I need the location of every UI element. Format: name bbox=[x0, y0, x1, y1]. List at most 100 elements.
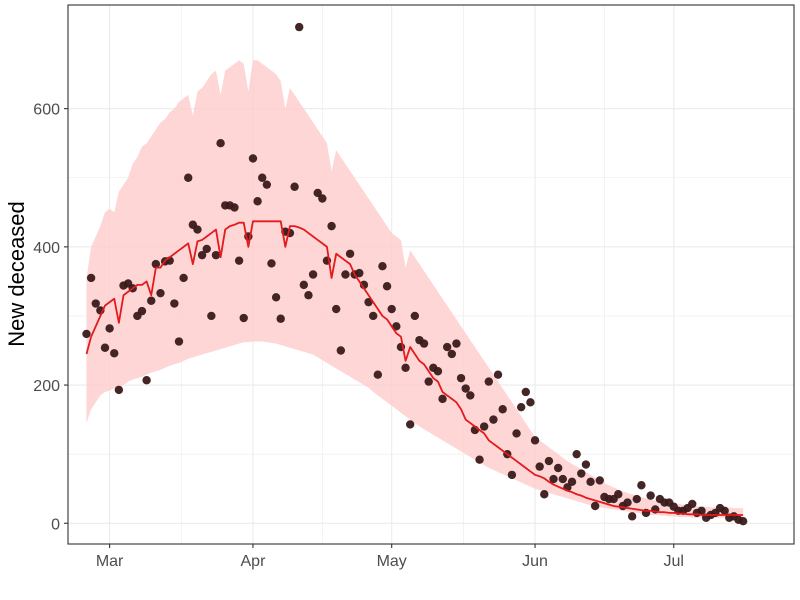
data-point bbox=[720, 506, 729, 516]
x-tick-label: Mar bbox=[96, 553, 124, 570]
data-point bbox=[91, 299, 100, 308]
data-point bbox=[544, 456, 554, 466]
data-point bbox=[572, 449, 581, 459]
data-point bbox=[114, 385, 124, 395]
data-point bbox=[447, 349, 457, 359]
data-point bbox=[479, 422, 489, 431]
data-point bbox=[253, 197, 262, 206]
data-point bbox=[142, 376, 151, 385]
x-tick-label: Jul bbox=[664, 553, 684, 570]
y-tick-label: 200 bbox=[33, 378, 60, 395]
data-point bbox=[239, 313, 248, 323]
data-point bbox=[405, 420, 415, 429]
data-point bbox=[512, 429, 521, 438]
data-points bbox=[82, 22, 748, 526]
data-point bbox=[184, 173, 193, 182]
data-point bbox=[373, 370, 383, 379]
fit-line-path bbox=[85, 220, 744, 516]
x-tick-label: May bbox=[377, 553, 407, 570]
data-point bbox=[82, 329, 91, 339]
data-point bbox=[507, 470, 517, 480]
data-point bbox=[424, 377, 433, 386]
data-point bbox=[516, 402, 526, 412]
data-point bbox=[197, 250, 207, 260]
axes: 0 200 400 600 Mar Apr May Jun Jul bbox=[33, 102, 684, 570]
data-point bbox=[637, 481, 646, 490]
data-point bbox=[359, 280, 369, 290]
data-point bbox=[170, 299, 179, 308]
data-point bbox=[382, 282, 392, 291]
data-point bbox=[137, 306, 147, 316]
data-point bbox=[553, 463, 563, 473]
data-point bbox=[332, 304, 341, 314]
confidence-band bbox=[86, 60, 744, 518]
y-axis-title: New deceased bbox=[4, 201, 29, 347]
data-point bbox=[586, 477, 595, 487]
data-point bbox=[355, 268, 364, 278]
data-point bbox=[549, 474, 558, 484]
data-point bbox=[452, 339, 461, 348]
data-point bbox=[442, 342, 452, 352]
data-point bbox=[466, 391, 475, 400]
data-point bbox=[276, 314, 285, 323]
data-point bbox=[258, 173, 267, 182]
data-point bbox=[489, 415, 498, 424]
data-point bbox=[304, 291, 313, 300]
data-point bbox=[535, 462, 544, 471]
data-point bbox=[234, 256, 244, 265]
data-point bbox=[461, 384, 470, 393]
data-point bbox=[105, 324, 114, 333]
data-point bbox=[230, 203, 239, 212]
data-point bbox=[614, 490, 623, 499]
data-point bbox=[401, 363, 410, 372]
data-point bbox=[202, 244, 211, 254]
data-point bbox=[632, 494, 641, 504]
data-point bbox=[484, 377, 493, 386]
data-point bbox=[318, 194, 327, 203]
data-point bbox=[151, 259, 161, 269]
data-point bbox=[110, 349, 119, 358]
data-point bbox=[207, 311, 216, 321]
data-point bbox=[526, 398, 535, 407]
data-point bbox=[271, 293, 281, 302]
confidence-band-area bbox=[86, 60, 744, 518]
data-point bbox=[147, 296, 156, 305]
y-tick-label: 400 bbox=[33, 240, 60, 257]
y-tick-label: 600 bbox=[33, 102, 60, 119]
data-point bbox=[567, 477, 577, 487]
data-point bbox=[179, 273, 188, 283]
data-point bbox=[336, 346, 346, 355]
data-point bbox=[100, 343, 110, 352]
data-point bbox=[86, 273, 96, 283]
data-point bbox=[521, 387, 530, 397]
data-point bbox=[433, 367, 443, 376]
data-point bbox=[646, 491, 655, 500]
data-point bbox=[387, 304, 396, 314]
data-point bbox=[308, 270, 318, 279]
data-point bbox=[697, 506, 706, 516]
data-point bbox=[498, 405, 507, 414]
data-point bbox=[540, 490, 549, 499]
x-tick-label: Apr bbox=[241, 553, 267, 570]
data-point bbox=[493, 370, 503, 379]
data-point bbox=[299, 280, 309, 290]
data-point bbox=[267, 259, 276, 268]
panel-border bbox=[67, 4, 795, 545]
data-point bbox=[688, 499, 697, 509]
y-tick-label: 0 bbox=[51, 516, 60, 533]
data-point bbox=[156, 288, 165, 298]
data-point bbox=[193, 225, 202, 234]
data-point bbox=[623, 498, 632, 507]
data-point bbox=[262, 180, 272, 189]
data-point bbox=[364, 297, 373, 307]
data-point bbox=[378, 262, 387, 271]
data-point bbox=[216, 139, 225, 148]
data-point bbox=[295, 22, 304, 32]
x-tick-label: Jun bbox=[522, 553, 548, 570]
data-point bbox=[392, 322, 401, 331]
data-point bbox=[738, 517, 748, 526]
fit-line bbox=[85, 220, 744, 516]
data-point bbox=[327, 221, 336, 231]
data-point bbox=[369, 311, 378, 321]
